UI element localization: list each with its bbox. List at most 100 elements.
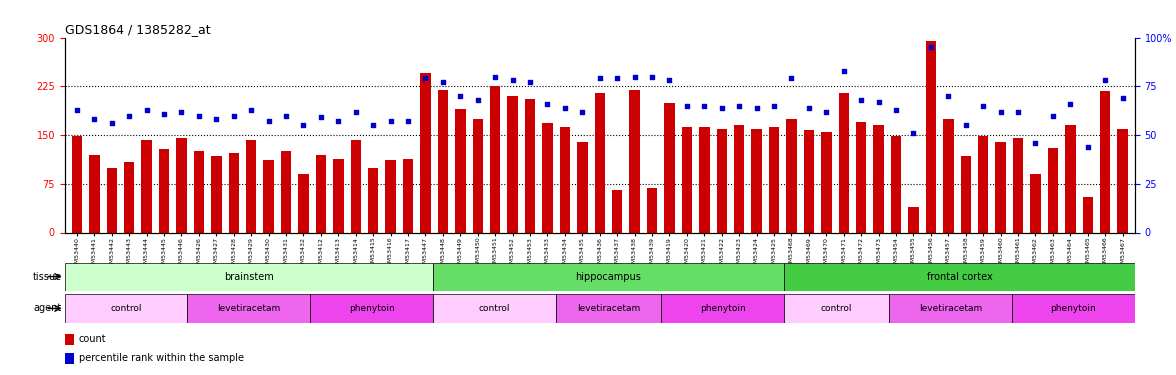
Point	[1114, 95, 1132, 101]
Bar	[1117, 129, 1128, 232]
Point	[207, 116, 226, 122]
Bar	[473, 119, 483, 232]
Bar	[386, 160, 396, 232]
Point	[800, 105, 818, 111]
Point	[851, 97, 870, 103]
Bar	[350, 140, 361, 232]
Bar	[107, 168, 116, 232]
Point	[154, 111, 173, 117]
Bar	[194, 151, 205, 232]
Bar	[490, 86, 501, 232]
Text: phenytoin: phenytoin	[700, 304, 746, 313]
Bar	[874, 125, 884, 232]
Point	[450, 93, 469, 99]
Text: phenytoin: phenytoin	[1050, 304, 1096, 313]
Bar	[682, 127, 693, 232]
Point	[642, 74, 661, 80]
FancyBboxPatch shape	[661, 294, 784, 322]
Point	[991, 109, 1010, 115]
Point	[189, 112, 208, 118]
Bar	[123, 162, 134, 232]
Bar	[978, 136, 989, 232]
FancyBboxPatch shape	[1013, 294, 1135, 322]
Bar	[420, 73, 430, 232]
Bar	[159, 149, 169, 232]
Bar	[838, 93, 849, 232]
Bar	[891, 136, 901, 232]
Bar	[560, 126, 570, 232]
Point	[817, 109, 836, 115]
Bar	[315, 154, 326, 232]
Bar	[89, 154, 100, 232]
Bar	[734, 125, 744, 232]
Text: levetiracetam: levetiracetam	[577, 304, 640, 313]
Bar	[507, 96, 517, 232]
Bar	[333, 159, 343, 232]
Point	[329, 118, 348, 124]
Point	[974, 103, 993, 109]
FancyBboxPatch shape	[187, 294, 310, 322]
Bar	[368, 168, 379, 232]
Bar	[542, 123, 553, 232]
Bar	[246, 140, 256, 232]
Bar	[943, 119, 954, 232]
Bar	[612, 190, 622, 232]
Text: hippocampus: hippocampus	[575, 272, 641, 282]
Point	[102, 120, 121, 126]
Bar	[1083, 197, 1093, 232]
Point	[1009, 109, 1028, 115]
Point	[1096, 77, 1115, 83]
FancyBboxPatch shape	[65, 262, 433, 291]
Point	[399, 118, 417, 124]
Point	[782, 75, 801, 81]
Bar	[141, 140, 152, 232]
FancyBboxPatch shape	[784, 262, 1135, 291]
Bar	[65, 334, 74, 345]
Text: percentile rank within the sample: percentile rank within the sample	[79, 353, 243, 363]
Text: control: control	[479, 304, 510, 313]
Bar	[995, 141, 1005, 232]
Bar	[1048, 148, 1058, 232]
Bar	[821, 132, 831, 232]
Point	[85, 116, 103, 122]
Bar	[961, 156, 971, 232]
Bar	[908, 207, 918, 232]
Text: brainstem: brainstem	[223, 272, 274, 282]
Point	[573, 109, 592, 115]
Text: agent: agent	[33, 303, 61, 313]
Point	[730, 103, 749, 109]
FancyBboxPatch shape	[65, 294, 187, 322]
Point	[938, 93, 957, 99]
Point	[764, 103, 783, 109]
Point	[713, 105, 731, 111]
Bar	[263, 160, 274, 232]
Bar	[595, 93, 604, 232]
Text: levetiracetam: levetiracetam	[918, 304, 982, 313]
Bar	[769, 127, 780, 232]
Bar	[1065, 125, 1076, 232]
Point	[539, 101, 557, 107]
Point	[747, 105, 766, 111]
Bar	[524, 99, 535, 232]
Point	[347, 109, 366, 115]
Point	[416, 75, 435, 81]
Point	[555, 105, 574, 111]
Bar	[1100, 91, 1110, 232]
Point	[626, 74, 644, 80]
Bar	[403, 159, 413, 232]
Bar	[716, 129, 727, 232]
Point	[276, 112, 295, 118]
Point	[608, 75, 627, 81]
Bar	[751, 129, 762, 232]
Bar	[629, 90, 640, 232]
Point	[1043, 112, 1062, 118]
Point	[904, 130, 923, 136]
Bar	[211, 156, 221, 232]
Point	[259, 118, 278, 124]
Point	[660, 77, 679, 83]
Bar	[299, 174, 308, 232]
Point	[67, 106, 86, 112]
Point	[956, 122, 975, 128]
Point	[434, 80, 453, 86]
FancyBboxPatch shape	[556, 294, 661, 322]
